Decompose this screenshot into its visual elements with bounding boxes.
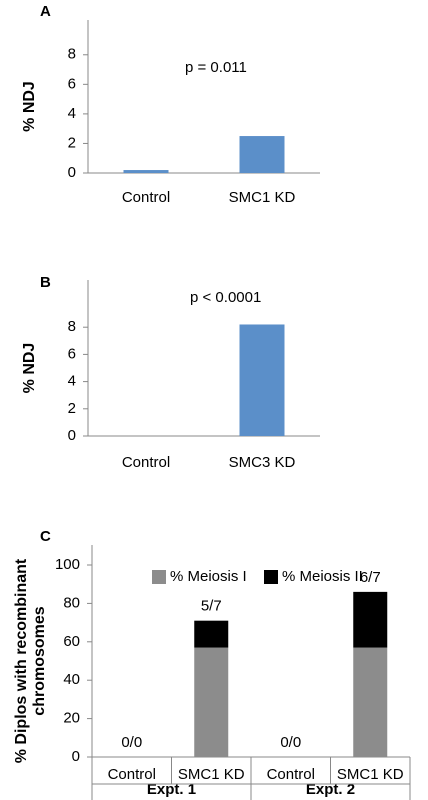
panel-label: B xyxy=(40,274,51,291)
y-axis-label: chromosomes xyxy=(31,606,48,715)
legend-label: % Meiosis I xyxy=(170,568,247,585)
bar-label: 5/7 xyxy=(201,598,222,615)
y-tick-label: 8 xyxy=(68,318,76,335)
bar-label: 0/0 xyxy=(121,734,142,751)
bar-label: 0/0 xyxy=(280,734,301,751)
y-axis-label: % NDJ xyxy=(21,343,38,394)
annotation: p < 0.0001 xyxy=(190,289,261,306)
legend-swatch xyxy=(152,570,166,584)
bar-segment xyxy=(353,647,388,757)
y-tick-label: 2 xyxy=(68,134,76,151)
y-tick-label: 60 xyxy=(63,633,80,650)
x-tick-label: Control xyxy=(122,454,170,471)
x-tick-label: Control xyxy=(267,766,315,783)
y-tick-label: 20 xyxy=(63,710,80,727)
group-label: Expt. 2 xyxy=(306,781,355,798)
bar xyxy=(239,324,285,436)
y-tick-label: 6 xyxy=(68,75,76,92)
bar-segment xyxy=(353,591,388,648)
bar xyxy=(239,136,285,173)
y-tick-label: 4 xyxy=(68,105,76,122)
x-tick-label: SMC1 KD xyxy=(229,189,296,206)
y-tick-label: 2 xyxy=(68,400,76,417)
x-tick-label: SMC1 KD xyxy=(178,766,245,783)
legend-label: % Meiosis II xyxy=(282,568,363,585)
y-tick-label: 8 xyxy=(68,46,76,63)
y-axis-label: % Diplos with recombinant xyxy=(13,558,30,763)
y-tick-label: 0 xyxy=(72,748,80,765)
y-tick-label: 40 xyxy=(63,671,80,688)
y-tick-label: 0 xyxy=(68,427,76,444)
x-tick-label: Control xyxy=(122,189,170,206)
bar-segment xyxy=(194,647,229,757)
x-tick-label: Control xyxy=(108,766,156,783)
annotation: p = 0.011 xyxy=(185,59,247,76)
x-tick-label: SMC3 KD xyxy=(229,454,296,471)
bar xyxy=(123,170,169,173)
group-label: Expt. 1 xyxy=(147,781,196,798)
x-tick-label: SMC1 KD xyxy=(337,766,404,783)
y-tick-label: 80 xyxy=(63,594,80,611)
bar-label: 6/7 xyxy=(360,569,381,586)
legend-swatch xyxy=(264,570,278,584)
y-axis-label: % NDJ xyxy=(21,81,38,132)
y-tick-label: 100 xyxy=(55,556,80,573)
panel-label: A xyxy=(40,3,51,20)
bar-segment xyxy=(194,620,229,648)
panel-label: C xyxy=(40,528,51,545)
y-tick-label: 4 xyxy=(68,373,76,390)
y-tick-label: 6 xyxy=(68,345,76,362)
y-tick-label: 0 xyxy=(68,164,76,181)
